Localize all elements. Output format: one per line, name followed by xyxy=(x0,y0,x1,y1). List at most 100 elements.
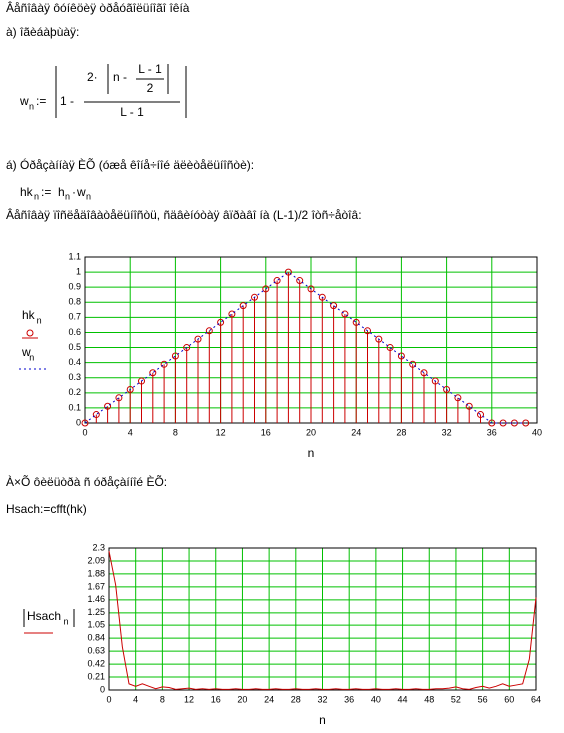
stem-marker xyxy=(284,268,292,276)
x-tick-label: 64 xyxy=(531,694,541,704)
y-tick-label: 1.46 xyxy=(87,594,105,604)
stem-marker xyxy=(397,352,405,360)
x-tick-label: 0 xyxy=(106,694,111,704)
formula-text: 2 xyxy=(147,81,154,95)
stem-marker xyxy=(183,344,191,352)
caption: Âåñîâàÿ ïîñëåäîâàòåëüíîñòü, ñäâèíóòàÿ âï… xyxy=(6,207,362,222)
stem-marker xyxy=(522,419,530,427)
x-tick-label: 4 xyxy=(128,427,133,437)
x-tick-label: 20 xyxy=(237,694,247,704)
formula-text: n xyxy=(29,101,34,111)
formula-text: n xyxy=(86,191,91,201)
stem-marker xyxy=(205,327,213,335)
legend-label: hk xyxy=(22,308,36,322)
formula-text: hk xyxy=(20,185,34,199)
stem-marker xyxy=(92,411,100,419)
legend-subscript: n xyxy=(37,315,42,325)
y-tick-label: 0.63 xyxy=(87,645,105,655)
formula-text: n xyxy=(65,191,70,201)
x-tick-label: 60 xyxy=(504,694,514,704)
x-tick-label: 16 xyxy=(211,694,221,704)
stem-marker xyxy=(160,360,168,368)
y-tick-label: 0 xyxy=(76,417,81,427)
formula-text: := xyxy=(36,94,46,108)
legend-subscript: n xyxy=(29,352,34,362)
y-tick-label: 2.09 xyxy=(87,555,105,565)
y-tick-label: 1.88 xyxy=(87,568,105,578)
x-tick-label: 56 xyxy=(478,694,488,704)
y-tick-label: 1.67 xyxy=(87,581,105,591)
stem-marker xyxy=(115,394,123,402)
x-tick-label: 52 xyxy=(451,694,461,704)
x-tick-label: 0 xyxy=(82,427,87,437)
stem-marker xyxy=(454,394,462,402)
stem-marker xyxy=(262,285,270,293)
stem-marker xyxy=(194,335,202,343)
y-tick-label: 1 xyxy=(76,266,81,276)
x-tick-label: 28 xyxy=(291,694,301,704)
formula-text: L - 1 xyxy=(138,62,162,76)
legend-label: w xyxy=(21,345,31,359)
formula-text: w xyxy=(76,185,86,199)
stem-marker xyxy=(171,352,179,360)
formula-text: 1 - xyxy=(60,94,74,108)
stem-marker xyxy=(149,369,157,377)
stem-marker xyxy=(431,377,439,385)
x-tick-label: 28 xyxy=(396,427,406,437)
formula-text: h xyxy=(58,185,65,199)
x-tick-label: 44 xyxy=(398,694,408,704)
stem-marker xyxy=(104,402,112,410)
stem-marker xyxy=(409,360,417,368)
stem-marker xyxy=(251,293,258,301)
stem-marker xyxy=(488,419,496,427)
formula-text: Hsach:=cfft(hk) xyxy=(6,502,87,516)
y-tick-label: 0.9 xyxy=(68,282,81,292)
series-line xyxy=(108,550,537,690)
stem-marker xyxy=(318,293,326,301)
x-tick-label: 40 xyxy=(371,694,381,704)
stem-marker xyxy=(465,402,473,410)
x-tick-label: 8 xyxy=(160,694,165,704)
x-tick-label: 20 xyxy=(306,427,316,437)
y-tick-label: 0.42 xyxy=(87,658,105,668)
x-tick-label: 4 xyxy=(133,694,138,704)
y-tick-label: 0 xyxy=(100,684,105,694)
x-tick-label: 24 xyxy=(264,694,274,704)
x-tick-label: 40 xyxy=(532,427,542,437)
legend-label: Hsach xyxy=(27,609,61,623)
stem-marker xyxy=(443,385,451,393)
y-tick-label: 1.1 xyxy=(68,251,81,261)
y-tick-label: 0.5 xyxy=(68,342,81,352)
x-tick-label: 16 xyxy=(261,427,271,437)
stem-marker xyxy=(307,285,315,293)
formula-text: n - xyxy=(113,70,127,84)
title: Âåñîâàÿ ôóíêöèÿ òðåóãîëüíîãî îêíà xyxy=(6,0,190,15)
x-axis-label: n xyxy=(319,713,326,727)
stem-marker xyxy=(138,377,145,385)
y-tick-label: 0.1 xyxy=(68,402,81,412)
stem-marker xyxy=(273,277,281,285)
x-tick-label: 12 xyxy=(216,427,226,437)
legend-subscript: n xyxy=(64,616,69,626)
formula-text: L - 1 xyxy=(120,105,144,119)
stem-marker xyxy=(330,302,338,310)
legend-swatch xyxy=(26,329,34,337)
formula-window: w n := 1 - 2· n - L - 1 2 L - 1 xyxy=(19,62,187,119)
x-tick-label: 48 xyxy=(424,694,434,704)
stem-marker xyxy=(126,385,134,393)
formula-text: := xyxy=(41,185,51,199)
x-axis-label: n xyxy=(308,446,315,460)
caption: À×Õ ôèëüòðà ñ óðåçàííîé ÈÕ: xyxy=(6,474,167,489)
y-tick-label: 0.6 xyxy=(68,327,81,337)
y-tick-label: 0.8 xyxy=(68,297,81,307)
x-tick-label: 36 xyxy=(344,694,354,704)
x-tick-label: 12 xyxy=(184,694,194,704)
y-tick-label: 0.2 xyxy=(68,387,81,397)
stem-marker xyxy=(296,277,304,285)
stem-marker xyxy=(239,302,247,310)
y-tick-label: 0.3 xyxy=(68,372,81,382)
y-tick-label: 0.7 xyxy=(68,312,81,322)
y-tick-label: 0.21 xyxy=(87,671,105,681)
y-tick-label: 1.25 xyxy=(87,607,105,617)
